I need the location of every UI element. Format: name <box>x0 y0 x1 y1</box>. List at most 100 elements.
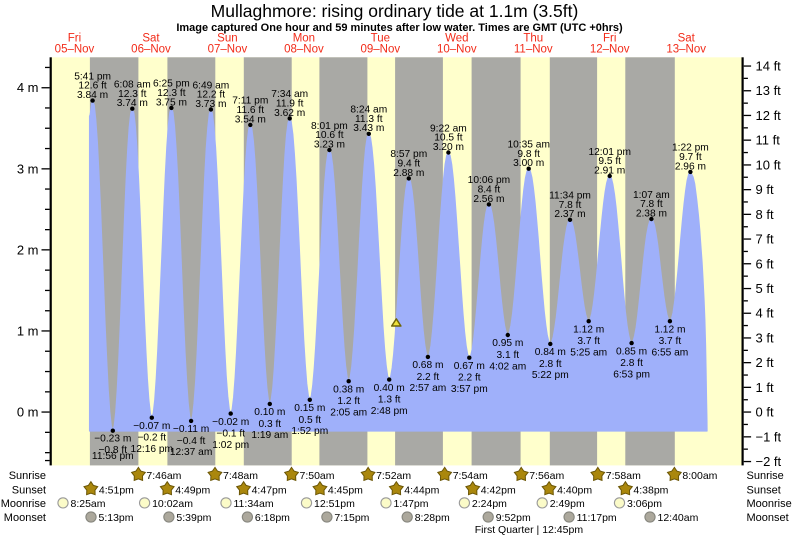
svg-text:4:44pm: 4:44pm <box>404 485 439 497</box>
svg-text:6:18pm: 6:18pm <box>255 512 290 524</box>
svg-text:3 ft: 3 ft <box>756 330 774 345</box>
svg-text:Sunset: Sunset <box>12 485 46 497</box>
svg-text:2.96 m: 2.96 m <box>675 161 706 172</box>
svg-text:−0.07 m: −0.07 m <box>133 421 170 432</box>
svg-text:9.7 ft: 9.7 ft <box>679 152 702 163</box>
svg-text:Sun: Sun <box>217 33 237 45</box>
svg-text:5:13pm: 5:13pm <box>99 512 134 524</box>
svg-text:2:57 am: 2:57 am <box>409 383 446 394</box>
svg-text:Wed: Wed <box>445 33 468 45</box>
svg-text:0 m: 0 m <box>17 405 39 420</box>
svg-text:1.3 ft: 1.3 ft <box>378 395 401 406</box>
svg-text:14 ft: 14 ft <box>756 59 782 74</box>
svg-text:2.8 ft: 2.8 ft <box>620 358 643 369</box>
svg-text:−0.11 m: −0.11 m <box>173 424 209 435</box>
svg-text:3.7 ft: 3.7 ft <box>659 336 682 347</box>
svg-text:4:42pm: 4:42pm <box>481 485 516 497</box>
svg-text:5 ft: 5 ft <box>756 281 774 296</box>
svg-text:10:35 am: 10:35 am <box>507 140 549 151</box>
svg-text:2.56 m: 2.56 m <box>473 194 504 205</box>
svg-text:3:06pm: 3:06pm <box>627 498 662 510</box>
svg-text:06–Nov: 06–Nov <box>131 44 171 56</box>
svg-text:9:52pm: 9:52pm <box>496 512 531 524</box>
svg-text:−1 ft: −1 ft <box>756 429 782 444</box>
svg-text:2.2 ft: 2.2 ft <box>417 372 440 383</box>
svg-text:8:28pm: 8:28pm <box>415 512 450 524</box>
svg-text:−2 ft: −2 ft <box>756 454 782 469</box>
svg-text:7:54am: 7:54am <box>453 470 488 482</box>
svg-text:1:47pm: 1:47pm <box>394 498 429 510</box>
svg-text:1:07 am: 1:07 am <box>633 190 670 201</box>
svg-text:−0.23 m: −0.23 m <box>94 434 131 445</box>
svg-text:11–Nov: 11–Nov <box>514 44 553 56</box>
svg-text:2.88 m: 2.88 m <box>393 168 424 179</box>
svg-text:Tue: Tue <box>371 33 390 45</box>
svg-text:8:01 pm: 8:01 pm <box>311 121 348 132</box>
svg-text:4:49pm: 4:49pm <box>175 485 210 497</box>
svg-text:3.00 m: 3.00 m <box>513 158 544 169</box>
svg-text:11.9 ft: 11.9 ft <box>276 99 304 110</box>
svg-text:12:01 pm: 12:01 pm <box>588 147 630 158</box>
svg-text:10.5 ft: 10.5 ft <box>434 133 462 144</box>
svg-text:12.3 ft: 12.3 ft <box>157 88 185 99</box>
svg-text:4:02 am: 4:02 am <box>489 361 526 372</box>
svg-text:0.40 m: 0.40 m <box>374 383 405 394</box>
svg-text:2:48 pm: 2:48 pm <box>371 406 408 417</box>
svg-text:0.3 ft: 0.3 ft <box>258 419 281 430</box>
svg-text:4:47pm: 4:47pm <box>252 485 287 497</box>
svg-text:Mullaghmore: rising ordinary: Mullaghmore: rising ordinary tide at 1.1… <box>211 1 579 21</box>
svg-text:3.7 ft: 3.7 ft <box>577 336 600 347</box>
svg-text:Moonrise: Moonrise <box>747 498 792 510</box>
svg-text:12:51pm: 12:51pm <box>314 498 355 510</box>
svg-text:12.3 ft: 12.3 ft <box>118 89 146 100</box>
svg-text:6:53 pm: 6:53 pm <box>613 369 650 380</box>
svg-text:2.8 ft: 2.8 ft <box>539 359 562 370</box>
svg-text:Sunset: Sunset <box>747 485 781 497</box>
svg-text:10:02am: 10:02am <box>152 498 193 510</box>
svg-text:Fri: Fri <box>68 33 81 45</box>
svg-text:7:48am: 7:48am <box>223 470 258 482</box>
svg-text:08–Nov: 08–Nov <box>284 44 324 56</box>
svg-text:Mon: Mon <box>293 33 315 45</box>
svg-text:9:22 am: 9:22 am <box>430 123 467 134</box>
svg-text:11:34 pm: 11:34 pm <box>549 191 591 202</box>
svg-text:3.62 m: 3.62 m <box>274 108 305 119</box>
svg-text:6:55 am: 6:55 am <box>651 348 688 359</box>
svg-text:7.8 ft: 7.8 ft <box>640 199 663 210</box>
svg-text:3.54 m: 3.54 m <box>235 114 266 125</box>
svg-text:8:57 pm: 8:57 pm <box>390 149 427 160</box>
svg-text:0.84 m: 0.84 m <box>535 347 566 358</box>
svg-text:4 m: 4 m <box>17 80 39 95</box>
svg-text:6:49 am: 6:49 am <box>192 80 229 91</box>
svg-text:13 ft: 13 ft <box>756 83 782 98</box>
svg-text:0 ft: 0 ft <box>756 405 774 420</box>
svg-text:05–Nov: 05–Nov <box>55 44 95 56</box>
svg-text:8:24 am: 8:24 am <box>350 105 387 116</box>
svg-text:Thu: Thu <box>523 33 543 45</box>
svg-text:1.2 ft: 1.2 ft <box>337 396 360 407</box>
svg-text:13–Nov: 13–Nov <box>666 44 706 56</box>
svg-text:−0.8 ft: −0.8 ft <box>98 445 127 456</box>
svg-text:5:25 am: 5:25 am <box>570 348 607 359</box>
svg-text:7 ft: 7 ft <box>756 232 774 247</box>
svg-text:Sunrise: Sunrise <box>747 470 784 482</box>
svg-text:11 ft: 11 ft <box>756 133 781 148</box>
svg-text:9 ft: 9 ft <box>756 182 774 197</box>
svg-text:Moonset: Moonset <box>747 512 789 524</box>
svg-text:9.5 ft: 9.5 ft <box>598 156 621 167</box>
svg-text:6 ft: 6 ft <box>756 256 774 271</box>
svg-text:11.3 ft: 11.3 ft <box>355 114 383 125</box>
svg-text:Moonset: Moonset <box>4 512 46 524</box>
svg-text:3.75 m: 3.75 m <box>156 97 187 108</box>
svg-text:0.10 m: 0.10 m <box>254 407 285 418</box>
svg-text:8:00am: 8:00am <box>682 470 717 482</box>
svg-text:7:58am: 7:58am <box>606 470 641 482</box>
svg-text:4:51pm: 4:51pm <box>99 485 134 497</box>
svg-text:3.43 m: 3.43 m <box>353 123 384 134</box>
svg-text:7:11 pm: 7:11 pm <box>232 96 268 107</box>
svg-text:6:08 am: 6:08 am <box>114 80 151 91</box>
svg-text:5:22 pm: 5:22 pm <box>532 370 569 381</box>
svg-text:3.84 m: 3.84 m <box>77 90 108 101</box>
svg-text:7:34 am: 7:34 am <box>271 89 308 100</box>
svg-text:12:37 am: 12:37 am <box>170 447 212 458</box>
